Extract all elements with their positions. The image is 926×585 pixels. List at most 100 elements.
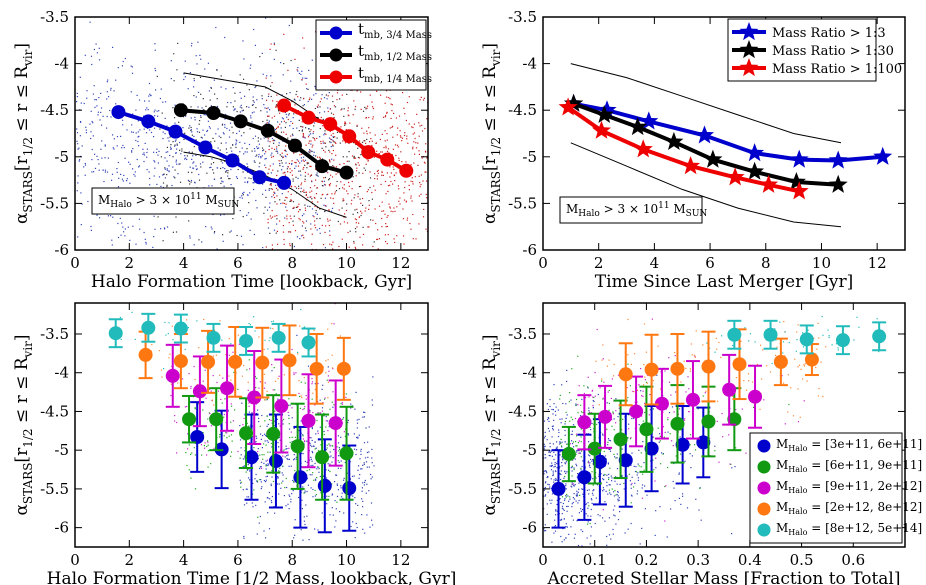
scatter-dot <box>803 364 805 366</box>
scatter-dot <box>386 216 388 218</box>
scatter-dot <box>878 351 880 353</box>
scatter-dot <box>251 112 253 114</box>
scatter-dot <box>332 101 334 103</box>
scatter-dot <box>131 66 133 68</box>
scatter-dot <box>797 388 799 390</box>
scatter-dot <box>655 510 657 512</box>
scatter-dot <box>277 121 279 123</box>
scatter-dot <box>207 62 209 64</box>
scatter-dot <box>301 215 303 217</box>
scatter-dot <box>715 337 717 339</box>
scatter-dot <box>588 465 590 467</box>
scatter-dot <box>362 482 364 484</box>
scatter-dot <box>418 122 420 124</box>
data-point <box>274 399 289 414</box>
scatter-dot <box>136 158 138 161</box>
scatter-dot <box>269 202 271 204</box>
scatter-dot <box>555 477 557 480</box>
scatter-dot <box>331 139 333 141</box>
scatter-dot <box>158 350 160 352</box>
scatter-dot <box>591 390 593 392</box>
scatter-dot <box>309 459 311 461</box>
scatter-dot <box>412 126 414 129</box>
scatter-dot <box>588 407 590 409</box>
scatter-dot <box>194 408 196 410</box>
scatter-dot <box>273 43 275 46</box>
scatter-dot <box>426 197 428 199</box>
scatter-dot <box>270 217 272 219</box>
scatter-dot <box>565 495 567 497</box>
scatter-dot <box>617 490 619 493</box>
scatter-dot <box>122 226 124 228</box>
data-point <box>244 450 259 465</box>
scatter-dot <box>575 440 577 443</box>
scatter-dot <box>327 366 329 368</box>
scatter-dot <box>693 354 695 356</box>
scatter-dot <box>309 474 311 476</box>
scatter-dot <box>79 121 82 123</box>
scatter-dot <box>569 443 571 445</box>
scatter-dot <box>214 93 216 95</box>
scatter-dot <box>580 441 582 443</box>
x-tick-label: 0 <box>70 254 80 272</box>
scatter-dot <box>273 42 275 44</box>
scatter-dot <box>266 111 268 113</box>
scatter-dot <box>76 140 78 142</box>
scatter-dot <box>232 132 234 134</box>
scatter-dot <box>797 366 799 368</box>
scatter-dot <box>223 214 225 216</box>
legend-eq: = <box>807 437 825 451</box>
scatter-dot <box>366 133 368 135</box>
scatter-dot <box>328 209 330 211</box>
scatter-dot <box>187 88 189 90</box>
scatter-dot <box>235 146 237 149</box>
scatter-dot <box>216 105 219 108</box>
scatter-dot <box>346 203 348 205</box>
scatter-dot <box>426 118 428 120</box>
scatter-dot <box>371 519 373 521</box>
scatter-dot <box>339 511 341 513</box>
scatter-dot <box>599 515 601 517</box>
scatter-dot <box>368 204 370 206</box>
scatter-dot <box>544 431 546 433</box>
scatter-dot <box>385 226 387 228</box>
scatter-dot <box>251 150 253 152</box>
scatter-dot <box>275 131 277 133</box>
scatter-dot <box>558 431 560 434</box>
scatter-dot <box>310 196 312 198</box>
scatter-dot <box>252 96 254 98</box>
scatter-dot <box>302 77 304 79</box>
scatter-dot <box>285 206 287 208</box>
scatter-dot <box>110 215 112 217</box>
scatter-dot <box>204 447 206 449</box>
scatter-dot <box>94 99 96 101</box>
data-point <box>141 320 156 335</box>
scatter-dot <box>360 202 362 204</box>
scatter-dot <box>340 496 343 498</box>
scatter-dot <box>556 479 558 481</box>
scatter-dot <box>555 470 557 473</box>
scatter-dot <box>615 398 617 400</box>
scatter-dot <box>292 134 294 137</box>
scatter-dot <box>616 457 618 459</box>
scatter-dot <box>224 118 226 120</box>
scatter-dot <box>376 90 378 92</box>
scatter-dot <box>418 150 420 152</box>
scatter-dot <box>247 381 249 383</box>
scatter-dot <box>300 466 302 468</box>
scatter-dot <box>249 425 251 427</box>
scatter-dot <box>560 473 562 476</box>
scatter-dot <box>587 460 590 462</box>
scatter-dot <box>634 482 636 484</box>
data-point <box>220 381 235 396</box>
scatter-dot <box>175 161 177 163</box>
x-tick-label: 0.2 <box>634 551 658 569</box>
scatter-dot <box>643 364 645 366</box>
scatter-dot <box>136 94 138 96</box>
scatter-dot <box>367 160 369 162</box>
scatter-dot <box>652 436 654 438</box>
scatter-dot <box>659 433 661 435</box>
scatter-dot <box>732 395 734 397</box>
scatter-dot <box>358 186 361 188</box>
scatter-dot <box>406 135 408 137</box>
